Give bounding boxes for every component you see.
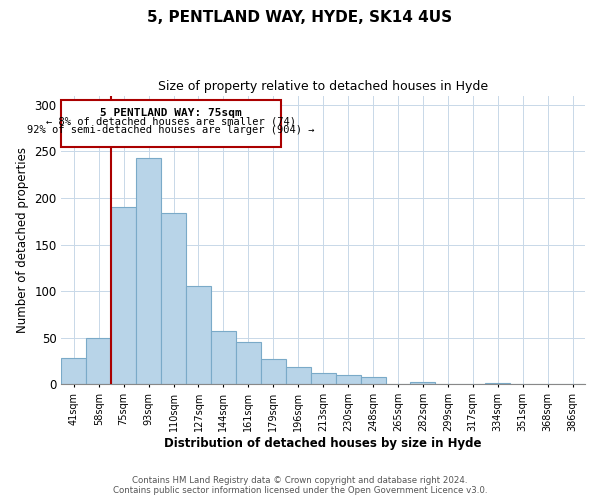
Bar — [410, 382, 436, 384]
Bar — [111, 208, 136, 384]
Text: 5, PENTLAND WAY, HYDE, SK14 4US: 5, PENTLAND WAY, HYDE, SK14 4US — [148, 10, 452, 25]
Y-axis label: Number of detached properties: Number of detached properties — [16, 147, 29, 333]
Bar — [211, 332, 236, 384]
Title: Size of property relative to detached houses in Hyde: Size of property relative to detached ho… — [158, 80, 488, 93]
Bar — [161, 213, 186, 384]
Bar — [261, 360, 286, 384]
Text: 5 PENTLAND WAY: 75sqm: 5 PENTLAND WAY: 75sqm — [100, 108, 242, 118]
Bar — [236, 342, 261, 384]
X-axis label: Distribution of detached houses by size in Hyde: Distribution of detached houses by size … — [164, 437, 482, 450]
Bar — [136, 158, 161, 384]
Bar — [61, 358, 86, 384]
Bar — [186, 286, 211, 384]
Text: Contains HM Land Registry data © Crown copyright and database right 2024.
Contai: Contains HM Land Registry data © Crown c… — [113, 476, 487, 495]
Bar — [286, 366, 311, 384]
Bar — [485, 382, 510, 384]
FancyBboxPatch shape — [61, 100, 281, 147]
Bar — [335, 375, 361, 384]
Bar — [86, 338, 111, 384]
Text: ← 8% of detached houses are smaller (74): ← 8% of detached houses are smaller (74) — [46, 117, 296, 127]
Bar — [311, 373, 335, 384]
Text: 92% of semi-detached houses are larger (904) →: 92% of semi-detached houses are larger (… — [27, 126, 315, 136]
Bar — [361, 377, 386, 384]
